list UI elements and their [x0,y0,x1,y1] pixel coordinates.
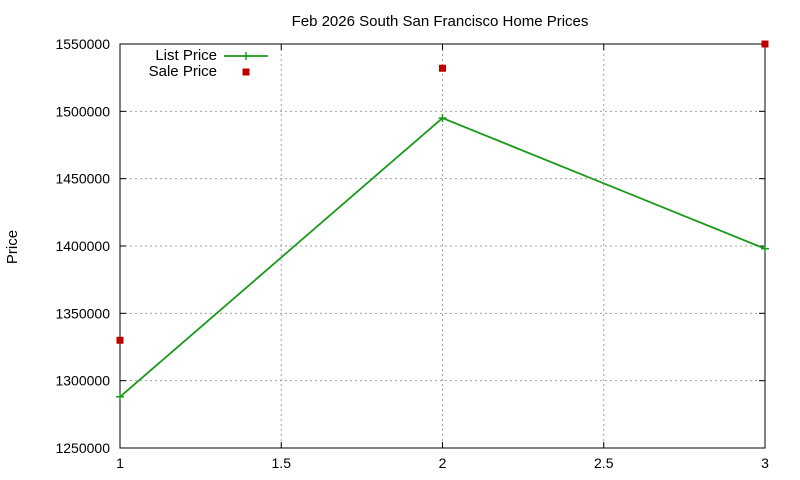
axis-ticks: 1 1.5 2 2.5 3 1250000 1300000 1350000 1400000 145… [55,36,769,471]
data-point [116,392,124,401]
y-tick-label: 1400000 [55,238,110,254]
data-point [761,244,769,253]
data-point [439,64,446,72]
x-tick-label: 1.5 [272,455,292,471]
data-point [438,114,447,123]
series-sale-price [116,40,769,344]
legend-label-sale-price: Sale Price [149,63,217,80]
legend-symbol-sale-price [242,68,250,76]
legend-label-list-price: List Price [155,47,217,64]
data-point [761,40,769,48]
legend-marker [242,52,250,60]
y-axis-label: Price [4,230,21,264]
y-tick-label: 1550000 [55,36,110,52]
grid-lines [120,44,765,448]
y-tick-label: 1500000 [55,103,110,119]
x-tick-label: 2 [439,455,447,471]
series-list-price [116,114,769,401]
y-tick-label: 1350000 [55,305,110,321]
chart-title: Feb 2026 South San Francisco Home Prices [292,13,589,30]
legend-symbol-list-price [224,52,268,60]
data-point [116,336,124,344]
y-tick-label: 1450000 [55,171,110,187]
x-tick-label: 1 [116,455,124,471]
x-tick-label: 3 [761,455,769,471]
y-tick-label: 1250000 [55,440,110,456]
y-tick-label: 1300000 [55,373,110,389]
x-tick-label: 2.5 [594,455,614,471]
legend-marker [242,68,250,76]
data-series [116,40,769,401]
legend: List Price Sale Price [149,47,268,80]
